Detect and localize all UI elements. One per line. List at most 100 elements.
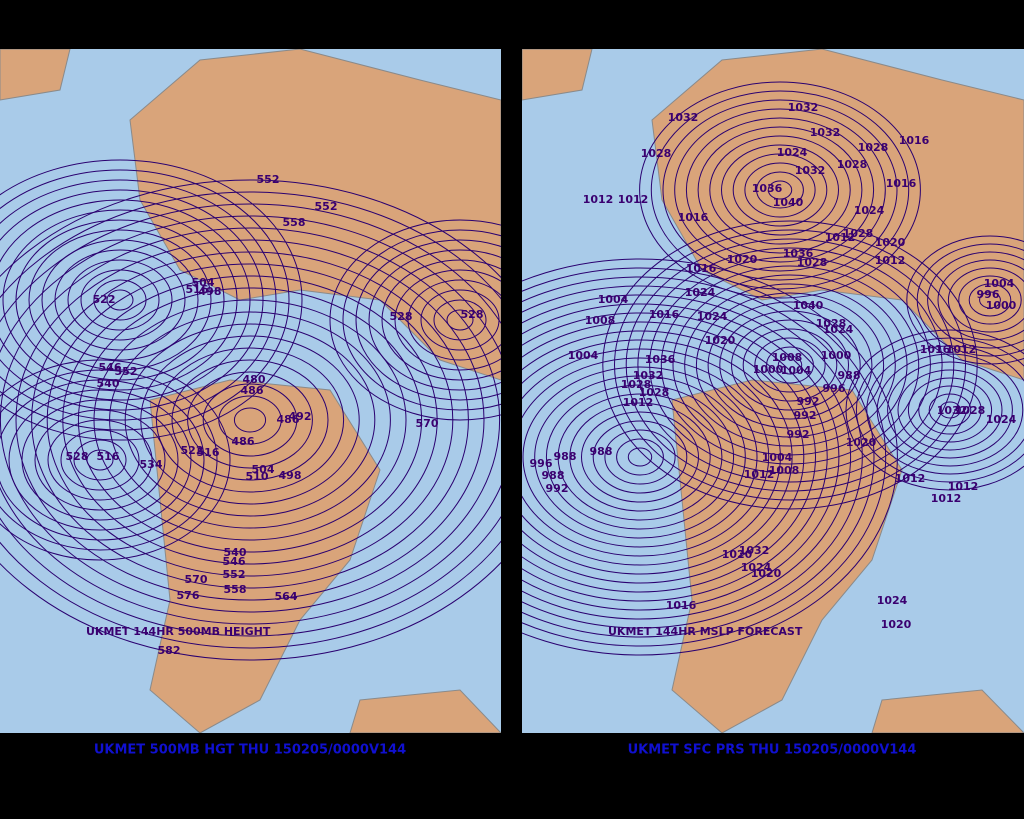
contour-label: 1012	[948, 480, 979, 493]
contour-label: 1020	[722, 548, 753, 561]
contour-label: 1020	[846, 436, 877, 449]
contour	[381, 259, 501, 381]
contour	[522, 339, 793, 575]
contour	[897, 369, 1003, 451]
land	[149, 379, 381, 733]
contour	[0, 179, 277, 421]
contour-label: 1012	[875, 254, 906, 267]
contour	[732, 153, 828, 227]
contour-label: 552	[115, 365, 138, 378]
contour-label: 1032	[633, 369, 664, 382]
contour	[21, 399, 179, 521]
contour-label: 540	[97, 377, 120, 390]
contour-label: 1004	[762, 451, 793, 464]
contour	[855, 337, 1024, 483]
contour	[368, 249, 501, 391]
contour-label: 1028	[858, 141, 889, 154]
contour-label: 988	[554, 450, 577, 463]
contour	[522, 312, 828, 602]
contour-label: 1040	[793, 299, 824, 312]
contour	[522, 357, 770, 557]
contour	[968, 283, 1012, 317]
contour-label: 1000	[986, 299, 1017, 312]
contour	[0, 227, 501, 613]
contour-label: 1040	[773, 196, 804, 209]
contour	[650, 90, 910, 290]
contour-label: 1032	[795, 164, 826, 177]
contour-label: 546	[223, 555, 246, 568]
contour-label: 1020	[875, 236, 906, 249]
contour-label: 558	[224, 583, 247, 596]
contour-label: 504	[192, 276, 215, 289]
contour	[916, 243, 1024, 357]
contour-label: 552	[315, 200, 338, 213]
contour-label: 540	[224, 546, 247, 559]
contour	[709, 135, 851, 245]
contour-label: 1028	[639, 386, 670, 399]
contour	[906, 235, 1024, 365]
contour	[866, 345, 1024, 475]
contour-label: 1024	[877, 594, 908, 607]
contour	[939, 401, 961, 419]
contour	[742, 328, 838, 402]
contour-label: 1016	[666, 599, 697, 612]
contour-label: 1028	[816, 317, 847, 330]
contour	[93, 279, 147, 321]
contour	[15, 239, 485, 601]
contour-label: 582	[158, 644, 181, 657]
contour	[433, 299, 487, 341]
contour-label: 486	[232, 435, 255, 448]
contour-label: 1016	[899, 134, 930, 147]
contour	[0, 199, 251, 401]
contour-label: 1020	[751, 567, 782, 580]
contour	[697, 126, 863, 254]
map-right	[522, 49, 1024, 733]
contour-label: 1012	[931, 492, 962, 505]
contour-label: 522	[93, 293, 116, 306]
contour	[604, 429, 676, 485]
contour-label: 1008	[585, 314, 616, 327]
contour	[927, 251, 1024, 349]
contour-label: 528	[390, 310, 413, 323]
contour	[767, 180, 793, 200]
land	[671, 379, 903, 733]
contour	[522, 276, 875, 638]
contour	[28, 229, 212, 371]
contour	[106, 289, 134, 311]
contour	[947, 267, 1024, 333]
contour-label: 486	[277, 413, 300, 426]
contour	[0, 379, 205, 541]
contour-label: 1028	[641, 147, 672, 160]
contour	[660, 265, 920, 465]
contour-label: 992	[794, 409, 817, 422]
contour-label: 1024	[823, 323, 854, 336]
contour-label: 1028	[797, 256, 828, 269]
contour	[876, 353, 1024, 467]
contour	[602, 220, 978, 510]
contour	[522, 348, 781, 566]
contour-label: 1028	[837, 158, 868, 171]
contour	[695, 292, 885, 438]
contour	[202, 383, 298, 457]
contour-label: 552	[257, 173, 280, 186]
contour-label: 1012	[744, 468, 775, 481]
contour-label: 1028	[955, 404, 986, 417]
contour	[557, 393, 723, 521]
contour-label: 1024	[741, 561, 772, 574]
contours	[0, 159, 501, 661]
contour-label: 1024	[854, 204, 885, 217]
contour-label: 528	[66, 450, 89, 463]
contour	[0, 179, 501, 661]
contour	[80, 269, 160, 331]
contour-label: 1012	[946, 343, 977, 356]
contour-label: 534	[140, 458, 163, 471]
contour-label: 1032	[937, 404, 968, 417]
contour-label: 992	[546, 482, 569, 495]
contour-label: 1036	[752, 182, 783, 195]
contour	[420, 289, 500, 351]
contour	[522, 321, 816, 593]
contour	[15, 219, 225, 381]
contour	[86, 449, 114, 471]
contour	[721, 144, 839, 236]
